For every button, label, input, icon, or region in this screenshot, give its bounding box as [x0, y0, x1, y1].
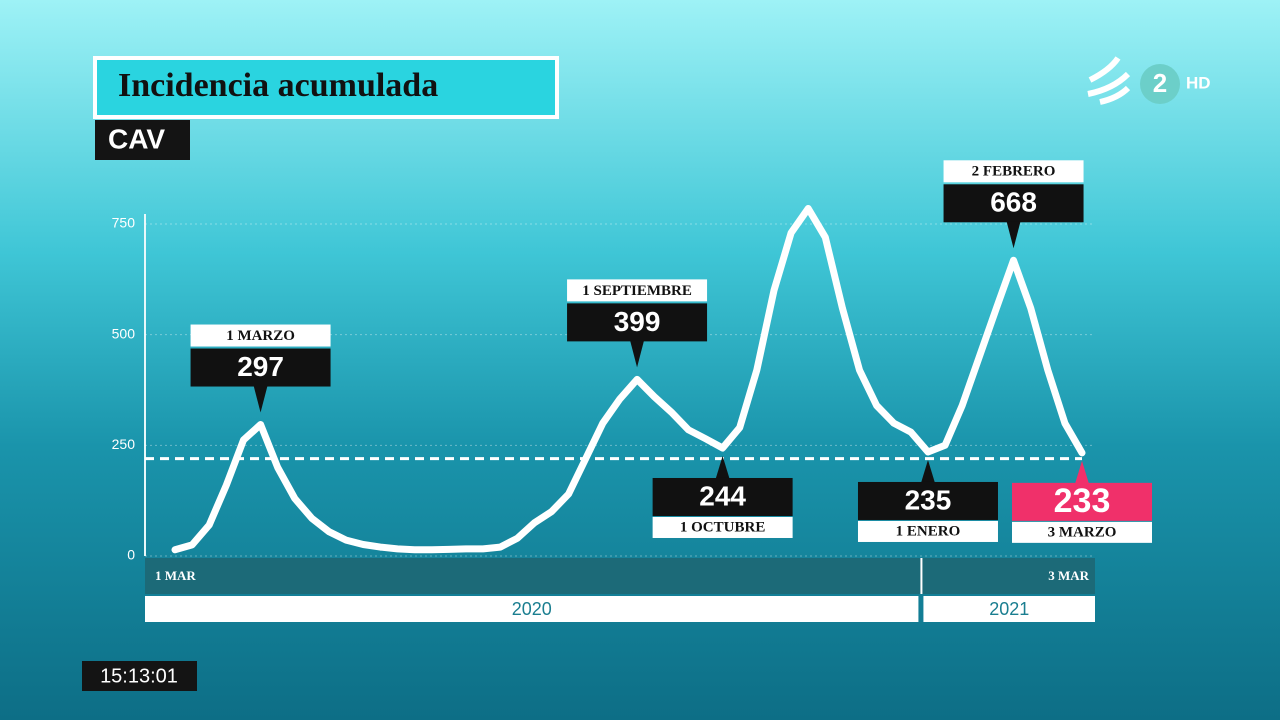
- x-tick-label: 1 MAR: [155, 568, 196, 583]
- label-pointer: [1075, 460, 1089, 484]
- date-label-box: [1012, 521, 1152, 543]
- value-label-box: [190, 348, 331, 387]
- date-label: 2 FEBRERO: [972, 164, 1056, 180]
- channel-tag: HD: [1186, 73, 1211, 92]
- label-pointer: [1006, 221, 1021, 249]
- date-label-box: [567, 279, 708, 302]
- year-band: [923, 596, 1095, 622]
- y-tick-label: 500: [112, 325, 136, 341]
- y-tick-label: 0: [127, 547, 135, 563]
- channel-number: 2: [1153, 68, 1167, 98]
- date-label: 1 ENERO: [896, 523, 961, 539]
- label-pointer: [630, 340, 645, 368]
- value-label: 399: [614, 306, 661, 337]
- subtitle: CAV: [108, 123, 165, 154]
- label-pointer: [715, 455, 730, 479]
- value-label-box: [857, 481, 998, 520]
- value-label-box: [943, 184, 1084, 223]
- value-label: 233: [1054, 482, 1111, 520]
- channel-logo: [1140, 64, 1180, 104]
- value-label: 244: [699, 480, 746, 511]
- value-label: 668: [990, 187, 1037, 218]
- date-label-box: [190, 324, 331, 347]
- date-label: 1 SEPTIEMBRE: [582, 283, 692, 299]
- date-label: 1 MARZO: [226, 328, 295, 344]
- label-pointer: [253, 385, 268, 413]
- title: Incidencia acumulada: [118, 67, 438, 104]
- value-label: 235: [905, 484, 952, 515]
- y-tick-label: 250: [112, 436, 136, 452]
- subtitle-box: [95, 120, 190, 160]
- year-label: 2021: [989, 599, 1029, 619]
- date-label-box: [652, 516, 793, 538]
- x-tick-label: 3 MAR: [1048, 568, 1089, 583]
- label-pointer: [920, 459, 935, 483]
- y-tick-label: 750: [112, 215, 136, 231]
- value-label-box: [567, 303, 708, 342]
- date-label-box: [857, 520, 998, 542]
- value-label-box: [1012, 482, 1152, 521]
- date-label-box: [943, 160, 1084, 183]
- logo-mark: [1087, 56, 1131, 105]
- value-label: 297: [237, 351, 284, 382]
- data-line: [171, 205, 1086, 554]
- year-band: [145, 596, 919, 622]
- x-axis-band: [145, 558, 1095, 594]
- date-label: 1 OCTUBRE: [680, 519, 765, 535]
- value-label-box: [652, 477, 793, 516]
- year-label: 2020: [512, 599, 552, 619]
- clock-box: [82, 661, 197, 691]
- title-box: [93, 56, 559, 119]
- date-label: 3 MARZO: [1048, 524, 1117, 540]
- clock: 15:13:01: [100, 665, 178, 687]
